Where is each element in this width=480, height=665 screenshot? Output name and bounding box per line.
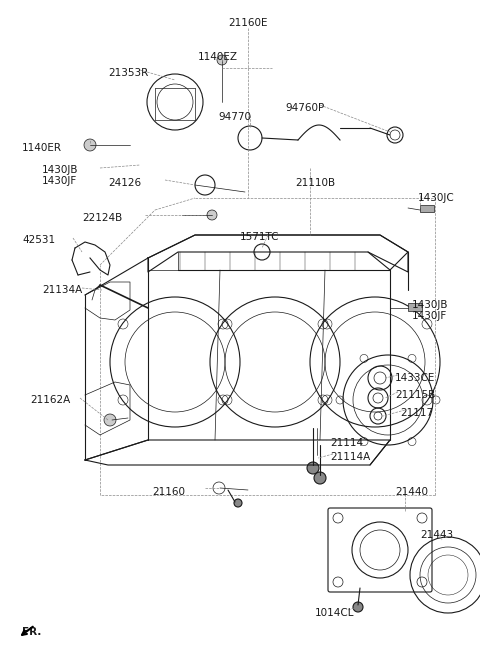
Text: 1433CE: 1433CE: [395, 373, 435, 383]
Text: 21114: 21114: [330, 438, 363, 448]
Text: 1014CL: 1014CL: [315, 608, 355, 618]
Text: 22124B: 22124B: [82, 213, 122, 223]
Circle shape: [234, 499, 242, 507]
Text: 1140EZ: 1140EZ: [198, 52, 238, 62]
Text: 1140ER: 1140ER: [22, 143, 62, 153]
Text: 21110B: 21110B: [295, 178, 335, 188]
Text: 1430JF: 1430JF: [42, 176, 77, 186]
Circle shape: [84, 139, 96, 151]
Text: 1430JC: 1430JC: [418, 193, 455, 203]
Text: 1571TC: 1571TC: [240, 232, 279, 242]
Text: 21114A: 21114A: [330, 452, 370, 462]
Text: 21162A: 21162A: [30, 395, 70, 405]
Bar: [408, 303, 422, 311]
Circle shape: [353, 602, 363, 612]
Text: 94770: 94770: [218, 112, 251, 122]
Text: 21353R: 21353R: [108, 68, 148, 78]
Text: 1430JB: 1430JB: [412, 300, 448, 310]
Circle shape: [307, 462, 319, 474]
Text: FR.: FR.: [22, 627, 41, 637]
Text: 21160: 21160: [152, 487, 185, 497]
Bar: [420, 205, 434, 212]
Text: 21117: 21117: [400, 408, 433, 418]
Text: 1430JB: 1430JB: [42, 165, 79, 175]
Text: 42531: 42531: [22, 235, 55, 245]
Text: 21115B: 21115B: [395, 390, 435, 400]
Text: 24126: 24126: [108, 178, 141, 188]
Circle shape: [217, 55, 227, 65]
Text: 21440: 21440: [395, 487, 428, 497]
Text: 21160E: 21160E: [228, 18, 268, 28]
Circle shape: [104, 414, 116, 426]
Text: 21134A: 21134A: [42, 285, 82, 295]
Circle shape: [314, 472, 326, 484]
Text: 1430JF: 1430JF: [412, 311, 447, 321]
Circle shape: [207, 210, 217, 220]
Text: 94760P: 94760P: [285, 103, 324, 113]
Text: 21443: 21443: [420, 530, 453, 540]
